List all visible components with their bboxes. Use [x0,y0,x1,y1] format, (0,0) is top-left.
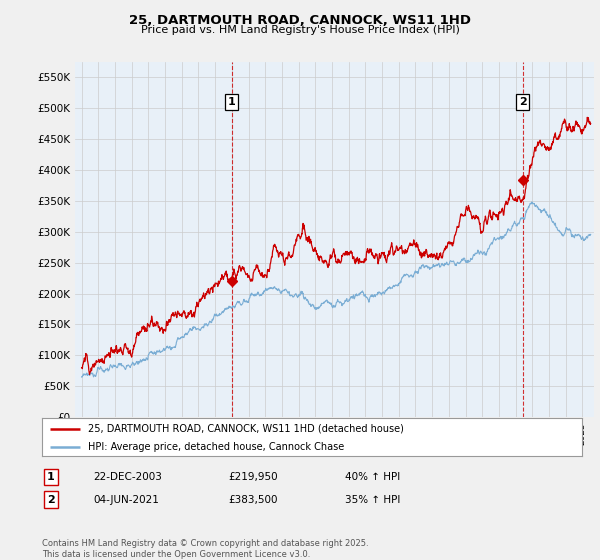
Text: 22-DEC-2003: 22-DEC-2003 [93,472,162,482]
Text: 35% ↑ HPI: 35% ↑ HPI [345,494,400,505]
Text: 40% ↑ HPI: 40% ↑ HPI [345,472,400,482]
Text: £383,500: £383,500 [228,494,277,505]
Text: HPI: Average price, detached house, Cannock Chase: HPI: Average price, detached house, Cann… [88,442,344,452]
Text: 04-JUN-2021: 04-JUN-2021 [93,494,159,505]
Text: £219,950: £219,950 [228,472,278,482]
Text: 25, DARTMOUTH ROAD, CANNOCK, WS11 1HD (detached house): 25, DARTMOUTH ROAD, CANNOCK, WS11 1HD (d… [88,423,404,433]
Text: 2: 2 [518,97,526,107]
Text: 1: 1 [227,97,235,107]
Text: 1: 1 [47,472,55,482]
Text: 25, DARTMOUTH ROAD, CANNOCK, WS11 1HD: 25, DARTMOUTH ROAD, CANNOCK, WS11 1HD [129,14,471,27]
Text: 2: 2 [47,494,55,505]
Text: Price paid vs. HM Land Registry's House Price Index (HPI): Price paid vs. HM Land Registry's House … [140,25,460,35]
Text: Contains HM Land Registry data © Crown copyright and database right 2025.
This d: Contains HM Land Registry data © Crown c… [42,539,368,559]
